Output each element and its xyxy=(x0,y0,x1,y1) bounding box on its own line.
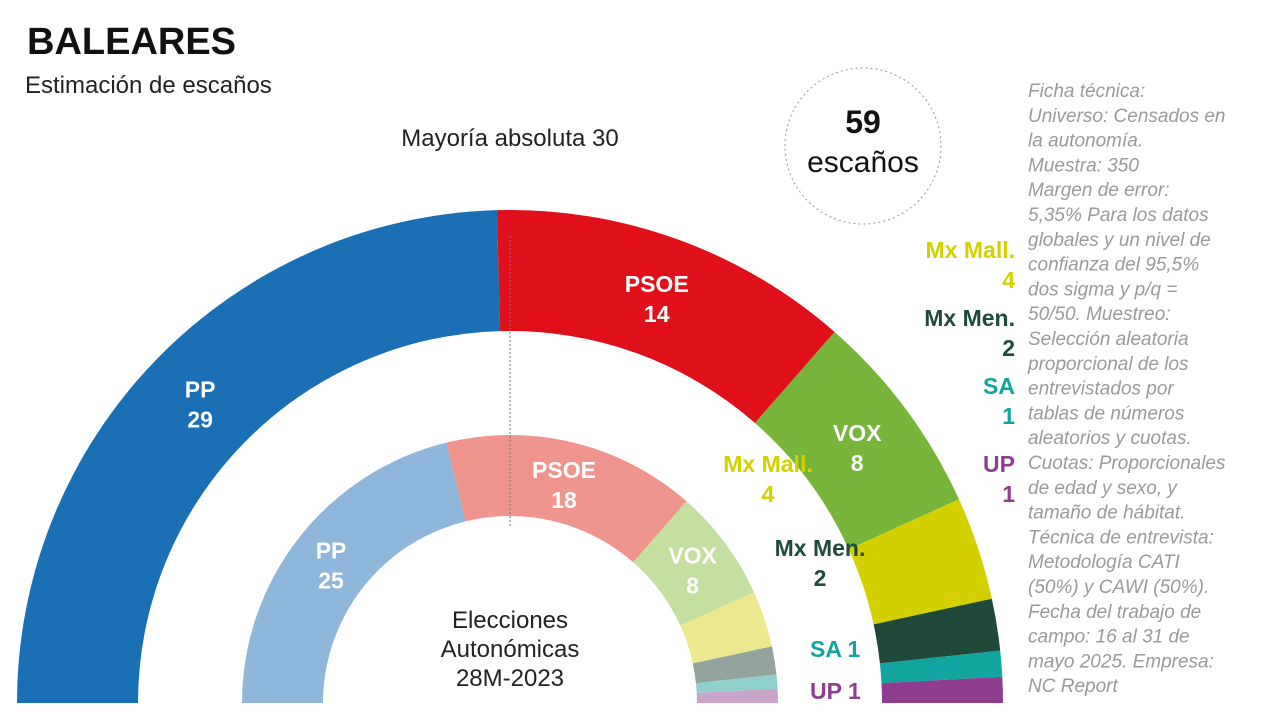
majority-text: Mayoría absoluta xyxy=(401,125,586,152)
note-line: tablas de números xyxy=(1028,403,1185,424)
seat-segment xyxy=(692,646,777,684)
note-line: campo: 16 al 31 de xyxy=(1028,627,1190,648)
note-line: aleatorios y cuotas. xyxy=(1028,428,1192,449)
segment-label: VOX 8 xyxy=(833,420,882,476)
party-name: VOX xyxy=(668,542,717,568)
party-name: PP xyxy=(316,538,347,564)
note-line: Ficha técnica: xyxy=(1028,81,1145,102)
segment-label: UP 1 xyxy=(810,678,861,704)
note-line: tamaño de hábitat. xyxy=(1028,503,1185,524)
note-line: dos sigma y p/q = xyxy=(1028,279,1177,300)
seat-count: 1 xyxy=(848,636,861,662)
note-line: Margen de error: xyxy=(1028,180,1170,201)
segment-label: Mx Mall. 4 xyxy=(926,237,1016,293)
total-label: escaños xyxy=(807,146,919,179)
note-line: Metodología CATI xyxy=(1028,552,1180,573)
note-line: entrevistados por xyxy=(1028,379,1174,400)
seat-count: 2 xyxy=(814,565,827,591)
segment-label: VOX 8 xyxy=(668,542,717,598)
seat-segment xyxy=(633,501,755,626)
seat-segment xyxy=(496,210,835,424)
chart-subtitle: Estimación de escaños xyxy=(25,72,272,99)
seat-count: 1 xyxy=(1002,481,1015,507)
note-line: Cuotas: Proporcionales xyxy=(1028,453,1226,474)
seat-count: 2 xyxy=(1002,335,1015,361)
note-line: 5,35% Para los datos xyxy=(1028,205,1209,226)
segment-label: SA 1 xyxy=(810,636,861,662)
note-line: 50/50. Muestreo: xyxy=(1028,304,1171,325)
seat-segment xyxy=(881,676,1003,703)
segment-label: PP 25 xyxy=(316,538,347,594)
segment-label: SA 1 xyxy=(983,373,1015,429)
party-name: SA xyxy=(810,636,841,662)
party-name: PSOE xyxy=(625,271,689,297)
majority-label: Mayoría absoluta 30 xyxy=(401,125,618,152)
seat-count: 4 xyxy=(1002,267,1015,293)
party-name: Mx Mall. xyxy=(723,451,812,477)
note-line: Selección aleatoria xyxy=(1028,329,1189,350)
segment-label: PP 29 xyxy=(185,376,216,432)
ring-label-line: 28M-2023 xyxy=(456,665,564,692)
seat-segment xyxy=(696,688,778,703)
seat-segment xyxy=(680,592,772,664)
party-name: Mx Mall. xyxy=(926,237,1015,263)
note-line: globales y un nivel de xyxy=(1028,230,1211,251)
total-circle xyxy=(784,67,942,225)
seat-segment xyxy=(242,442,466,703)
note-line: Fecha del trabajo de xyxy=(1028,602,1201,623)
party-name: SA xyxy=(983,373,1015,399)
note-line: mayo 2025. Empresa: xyxy=(1028,651,1214,672)
seat-segment xyxy=(848,499,992,625)
party-name: Mx Men. xyxy=(775,535,866,561)
seat-count: 1 xyxy=(848,678,861,704)
total-value: 59 xyxy=(845,104,881,140)
seat-segment xyxy=(873,598,1001,664)
segment-label: UP 1 xyxy=(983,451,1015,507)
seat-count: 1 xyxy=(1002,403,1015,429)
segment-label: PSOE 14 xyxy=(625,271,689,327)
note-line: (50%) y CAWI (50%). xyxy=(1028,577,1209,598)
seat-count: 8 xyxy=(686,572,699,598)
segment-label: PSOE 18 xyxy=(532,457,596,513)
seat-segment xyxy=(754,331,959,550)
note-line: Técnica de entrevista: xyxy=(1028,527,1214,548)
segment-label: Mx Mall. 4 xyxy=(723,451,812,507)
party-name: Mx Men. xyxy=(924,305,1015,331)
note-line: confianza del 95,5% xyxy=(1028,255,1199,276)
seat-segment xyxy=(446,435,687,563)
seat-count: 25 xyxy=(318,568,344,594)
chart-title: BALEARES xyxy=(27,21,236,63)
seat-count: 8 xyxy=(851,450,864,476)
party-name: PP xyxy=(185,376,216,402)
note-line: Universo: Censados en xyxy=(1028,106,1226,127)
seat-segment xyxy=(695,674,778,694)
ring-label-line: Autonómicas xyxy=(441,636,580,663)
ring-label-line: Elecciones xyxy=(452,607,568,634)
party-name: UP xyxy=(983,451,1015,477)
note-line: NC Report xyxy=(1028,676,1118,697)
majority-value: 30 xyxy=(592,125,619,152)
seat-segment xyxy=(17,210,501,703)
party-name: VOX xyxy=(833,420,882,446)
segment-label: Mx Men. 2 xyxy=(924,305,1015,361)
note-line: Muestra: 350 xyxy=(1028,155,1139,176)
seat-count: 29 xyxy=(187,406,213,432)
seat-segment xyxy=(879,650,1003,684)
party-name: UP xyxy=(810,678,842,704)
segment-label: Mx Men. 2 xyxy=(775,535,866,591)
note-line: la autonomía. xyxy=(1028,131,1143,152)
seat-count: 18 xyxy=(551,487,577,513)
seat-count: 14 xyxy=(644,301,670,327)
note-line: de edad y sexo, y xyxy=(1028,478,1178,499)
seat-count: 4 xyxy=(762,481,775,507)
party-name: PSOE xyxy=(532,457,596,483)
ring-label: Elecciones Autonómicas 28M-2023 xyxy=(441,607,580,692)
note-line: proporcional de los xyxy=(1027,354,1189,375)
